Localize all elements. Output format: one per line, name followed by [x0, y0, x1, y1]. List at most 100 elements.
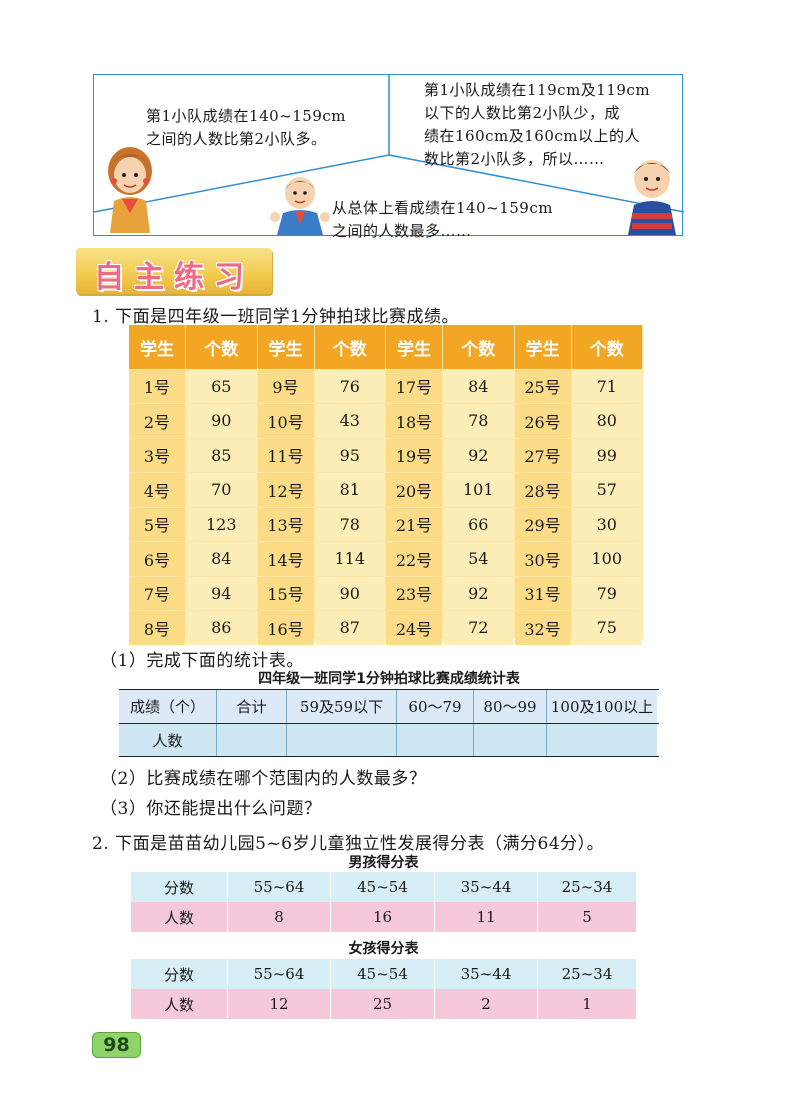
score-cell-count: 92	[443, 438, 514, 472]
score-cell-count: 78	[443, 404, 514, 438]
girls-value-cell: 人数	[131, 989, 227, 1019]
score-cell-student: 28号	[514, 473, 571, 507]
girls-value-cell: 12	[227, 989, 330, 1019]
score-cell-student: 14号	[257, 542, 314, 576]
girls-header-cell: 25~34	[537, 959, 636, 989]
girls-value-cell: 25	[330, 989, 434, 1019]
score-cell-count: 95	[314, 438, 385, 472]
score-cell-count: 84	[443, 369, 514, 403]
score-cell-count: 76	[314, 369, 385, 403]
boys-value-cell: 11	[434, 902, 537, 932]
boys-value-cell: 人数	[131, 902, 227, 932]
score-cell-student: 2号	[129, 404, 185, 438]
score-header-student: 学生	[514, 325, 571, 369]
score-cell-count: 114	[314, 542, 385, 576]
score-cell-count: 123	[186, 507, 257, 541]
stats-blank-cell	[216, 724, 286, 756]
bubble-line: 之间的人数最多……	[332, 222, 472, 240]
boys-table-caption: 男孩得分表	[348, 855, 419, 871]
question-1-sub1: （1）完成下面的统计表。	[100, 651, 304, 671]
score-cell-student: 4号	[129, 473, 185, 507]
stats-table-caption: 四年级一班同学1分钟拍球比赛成绩统计表	[258, 671, 520, 687]
stats-table: 成绩（个） 人数 合计 59及59以下 60～79 80～99 100及100以上	[119, 689, 659, 757]
score-header-count: 个数	[314, 325, 385, 369]
stats-header-cell: 成绩（个）	[119, 690, 216, 723]
score-cell-student: 10号	[257, 404, 314, 438]
score-cell-count: 86	[186, 611, 257, 645]
score-header-student: 学生	[257, 325, 314, 369]
score-cell-student: 27号	[514, 438, 571, 472]
score-cell-count: 92	[443, 576, 514, 610]
bubble-line: 以下的人数比第2小队少，成	[424, 104, 621, 122]
boys-header-cell: 分数	[131, 872, 227, 902]
score-cell-student: 1号	[129, 369, 185, 403]
score-cell-student: 11号	[257, 438, 314, 472]
score-cell-count: 87	[314, 611, 385, 645]
score-cell-count: 72	[443, 611, 514, 645]
speech-bubble-right: 第1小队成绩在119cm及119cm 以下的人数比第2小队少，成 绩在160cm…	[424, 79, 679, 171]
girls-header-cell: 35~44	[434, 959, 537, 989]
girls-header-cell: 55~64	[227, 959, 330, 989]
girls-value-cell: 2	[434, 989, 537, 1019]
score-cell-student: 31号	[514, 576, 571, 610]
score-cell-count: 84	[186, 542, 257, 576]
score-cell-count: 94	[186, 576, 257, 610]
question-2-text: 2. 下面是苗苗幼儿园5~6岁儿童独立性发展得分表（满分64分）。	[92, 834, 605, 854]
score-cell-count: 66	[443, 507, 514, 541]
stats-blank-cell	[286, 724, 396, 756]
stats-blank-cell	[396, 724, 473, 756]
score-cell-count: 85	[186, 438, 257, 472]
score-header-student: 学生	[129, 325, 185, 369]
score-cell-count: 54	[443, 542, 514, 576]
section-header: 自主练习	[76, 248, 272, 295]
score-cell-count: 57	[571, 473, 642, 507]
boys-score-table: 分数 人数 55~64 8 45~54 16 35~44 11 25~34 5	[131, 872, 636, 932]
stats-blank-cell	[473, 724, 546, 756]
score-cell-student: 16号	[257, 611, 314, 645]
bubble-line: 第1小队成绩在140~159cm	[146, 107, 346, 125]
score-cell-count: 30	[571, 507, 642, 541]
bubble-line: 之间的人数比第2小队多。	[146, 130, 327, 148]
score-cell-count: 101	[443, 473, 514, 507]
score-cell-student: 6号	[129, 542, 185, 576]
boys-value-cell: 8	[227, 902, 330, 932]
question-1-sub3: （3）你还能提出什么问题？	[100, 799, 322, 819]
score-cell-count: 75	[571, 611, 642, 645]
score-cell-count: 90	[314, 576, 385, 610]
score-cell-student: 20号	[386, 473, 442, 507]
boys-header-cell: 45~54	[330, 872, 434, 902]
score-cell-student: 25号	[514, 369, 571, 403]
score-header-count: 个数	[186, 325, 257, 369]
score-cell-student: 30号	[514, 542, 571, 576]
score-cell-count: 79	[571, 576, 642, 610]
score-cell-count: 65	[186, 369, 257, 403]
score-cell-student: 18号	[386, 404, 442, 438]
bubble-line: 数比第2小队多，所以……	[424, 150, 605, 168]
stats-header-cell: 60～79	[396, 690, 473, 723]
score-cell-count: 99	[571, 438, 642, 472]
girls-table-caption: 女孩得分表	[348, 941, 419, 957]
bubble-line: 从总体上看成绩在140~159cm	[332, 199, 553, 217]
score-cell-student: 15号	[257, 576, 314, 610]
speech-bubble-bottom: 从总体上看成绩在140~159cm 之间的人数最多……	[332, 197, 592, 243]
question-1-sub2: （2）比赛成绩在哪个范围内的人数最多？	[100, 769, 427, 789]
question-1-text: 1. 下面是四年级一班同学1分钟拍球比赛成绩。	[92, 307, 459, 327]
boys-header-cell: 35~44	[434, 872, 537, 902]
boys-value-cell: 16	[330, 902, 434, 932]
boys-value-cell: 5	[537, 902, 636, 932]
boy-center-illustration	[270, 177, 330, 235]
stats-header-cell: 100及100以上	[546, 690, 657, 723]
page-number: 98	[92, 1032, 141, 1058]
score-cell-student: 26号	[514, 404, 571, 438]
score-cell-count: 100	[571, 542, 642, 576]
score-cell-count: 78	[314, 507, 385, 541]
score-header-count: 个数	[443, 325, 514, 369]
speech-bubble-left: 第1小队成绩在140~159cm 之间的人数比第2小队多。	[146, 105, 386, 151]
score-cell-count: 81	[314, 473, 385, 507]
score-header-count: 个数	[571, 325, 642, 369]
score-cell-count: 70	[186, 473, 257, 507]
girls-value-cell: 1	[537, 989, 636, 1019]
stats-row-label: 人数	[119, 724, 216, 756]
score-cell-student: 5号	[129, 507, 185, 541]
score-cell-student: 9号	[257, 369, 314, 403]
